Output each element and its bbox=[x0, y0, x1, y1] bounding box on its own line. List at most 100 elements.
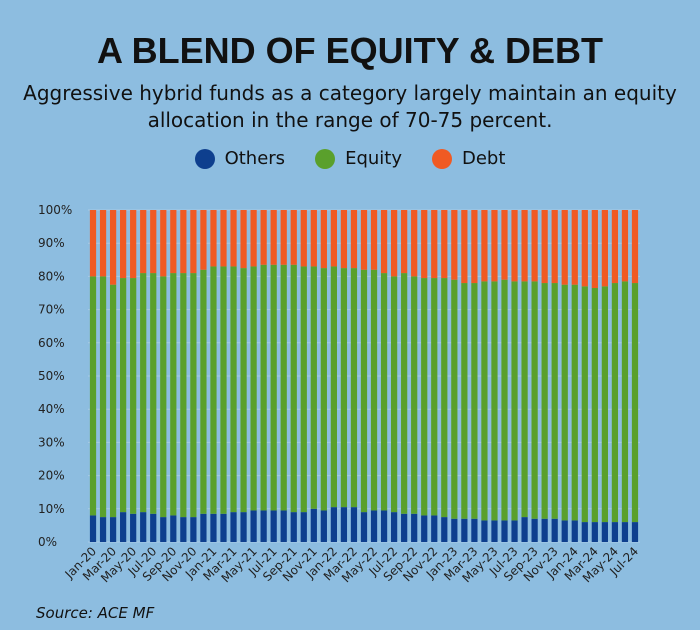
bar-segment-others bbox=[551, 518, 558, 542]
bar-segment-debt bbox=[220, 210, 227, 267]
bar-segment-equity bbox=[390, 276, 398, 513]
bar-segment-others bbox=[631, 522, 639, 542]
bar-segment-debt bbox=[320, 210, 327, 269]
bar-segment-others bbox=[290, 512, 297, 542]
bar-segment-debt bbox=[130, 210, 137, 279]
bar-segment-others bbox=[320, 510, 327, 542]
bar-segment-debt bbox=[591, 210, 598, 289]
bar-segment-others bbox=[511, 520, 518, 542]
bar-segment-equity bbox=[140, 273, 147, 513]
bar-segment-debt bbox=[421, 210, 428, 279]
bar-segment-debt bbox=[541, 210, 548, 284]
bar-segment-others bbox=[140, 512, 147, 542]
bar-segment-debt bbox=[290, 210, 297, 265]
source-note: Source: ACE MF bbox=[36, 604, 155, 622]
bar-segment-equity bbox=[621, 281, 629, 523]
bar-segment-equity bbox=[471, 283, 478, 519]
bar-segment-equity bbox=[240, 268, 247, 513]
chart-title: A BLEND OF EQUITY & DEBT bbox=[96, 30, 604, 71]
stacked-bar-chart: 0%10%20%30%40%50%60%70%80%90%100%Jan-20M… bbox=[38, 203, 641, 585]
bar-segment-others bbox=[360, 512, 368, 542]
bar-segment-equity bbox=[431, 278, 438, 516]
legend-swatch-debt bbox=[432, 148, 452, 169]
bar-segment-equity bbox=[531, 281, 538, 519]
bar-segment-others bbox=[250, 510, 257, 542]
bar-segment-others bbox=[170, 515, 177, 542]
bar-segment-debt bbox=[561, 210, 568, 285]
bar-segment-debt bbox=[360, 210, 368, 270]
bar-segment-debt bbox=[471, 210, 478, 284]
bar-segment-debt bbox=[401, 210, 408, 274]
bar-segment-others bbox=[461, 518, 468, 542]
bar-segment-others bbox=[491, 520, 498, 542]
y-tick-label: 40% bbox=[38, 402, 65, 416]
bar-segment-others bbox=[310, 508, 317, 542]
bar-segment-equity bbox=[150, 273, 157, 514]
bar-segment-others bbox=[421, 515, 428, 542]
y-tick-label: 60% bbox=[38, 336, 65, 350]
bar-segment-debt bbox=[441, 210, 448, 279]
bar-segment-equity bbox=[451, 279, 458, 519]
bar-segment-others bbox=[611, 522, 619, 542]
bar-segment-equity bbox=[130, 278, 137, 514]
bar-segment-equity bbox=[591, 288, 598, 523]
bar-segment-debt bbox=[531, 210, 538, 282]
bar-segment-debt bbox=[89, 210, 97, 277]
bar-segment-equity bbox=[250, 266, 257, 511]
bar-segment-equity bbox=[380, 273, 388, 511]
bar-segment-equity bbox=[280, 264, 287, 511]
bar-segment-debt bbox=[501, 210, 508, 280]
bar-segment-equity bbox=[421, 278, 428, 516]
bar-segment-others bbox=[230, 512, 237, 542]
bar-segment-others bbox=[431, 515, 438, 542]
chart-subtitle: Aggressive hybrid funds as a category la… bbox=[23, 81, 677, 132]
bar-segment-equity bbox=[511, 281, 518, 521]
bar-segment-others bbox=[621, 522, 629, 542]
bar-segment-debt bbox=[270, 210, 277, 265]
bar-segment-debt bbox=[451, 210, 458, 280]
bar-segment-debt bbox=[380, 210, 388, 274]
bar-segment-others bbox=[591, 522, 598, 542]
bar-segment-debt bbox=[461, 210, 468, 284]
bar-segment-others bbox=[531, 518, 538, 542]
bar-segment-equity bbox=[541, 283, 548, 519]
bar-segment-equity bbox=[370, 269, 378, 511]
bar-segment-equity bbox=[89, 276, 97, 516]
bar-segment-others bbox=[210, 513, 217, 542]
bar-segment-equity bbox=[270, 264, 277, 511]
legend-item-others: Others bbox=[194, 148, 285, 169]
y-tick-label: 100% bbox=[38, 203, 72, 217]
bar-segment-debt bbox=[190, 210, 197, 274]
bar-segment-debt bbox=[411, 210, 418, 277]
legend-item-equity: Equity bbox=[315, 148, 402, 169]
bar-segment-equity bbox=[491, 281, 498, 521]
bar-segment-debt bbox=[310, 210, 317, 267]
y-tick-label: 0% bbox=[38, 535, 57, 549]
bar-segment-others bbox=[521, 517, 528, 542]
bar-segment-equity bbox=[581, 286, 588, 523]
bar-segment-debt bbox=[260, 210, 267, 265]
bar-segment-others bbox=[330, 507, 338, 542]
bar-segment-debt bbox=[170, 210, 177, 274]
bar-segment-equity bbox=[160, 276, 167, 518]
bar-segment-others bbox=[89, 515, 97, 542]
bar-segment-equity bbox=[521, 281, 528, 518]
bar-segment-debt bbox=[481, 210, 488, 282]
bar-segment-debt bbox=[240, 210, 247, 269]
legend-item-debt: Debt bbox=[432, 148, 505, 169]
bar-segment-debt bbox=[340, 210, 348, 269]
bar-segment-others bbox=[581, 522, 588, 542]
bar-segment-equity bbox=[461, 283, 468, 519]
bar-segment-others bbox=[401, 513, 408, 542]
y-tick-label: 50% bbox=[38, 369, 65, 383]
bar-segment-debt bbox=[551, 210, 558, 284]
bar-segment-debt bbox=[200, 210, 207, 270]
bar-segment-debt bbox=[280, 210, 287, 265]
bar-segment-others bbox=[411, 513, 418, 542]
bar-segment-equity bbox=[411, 276, 418, 514]
bar-segment-others bbox=[541, 518, 548, 542]
bar-segment-debt bbox=[390, 210, 398, 277]
bar-segment-debt bbox=[109, 210, 117, 285]
bar-segment-others bbox=[130, 513, 137, 542]
bar-segment-equity bbox=[120, 278, 127, 513]
